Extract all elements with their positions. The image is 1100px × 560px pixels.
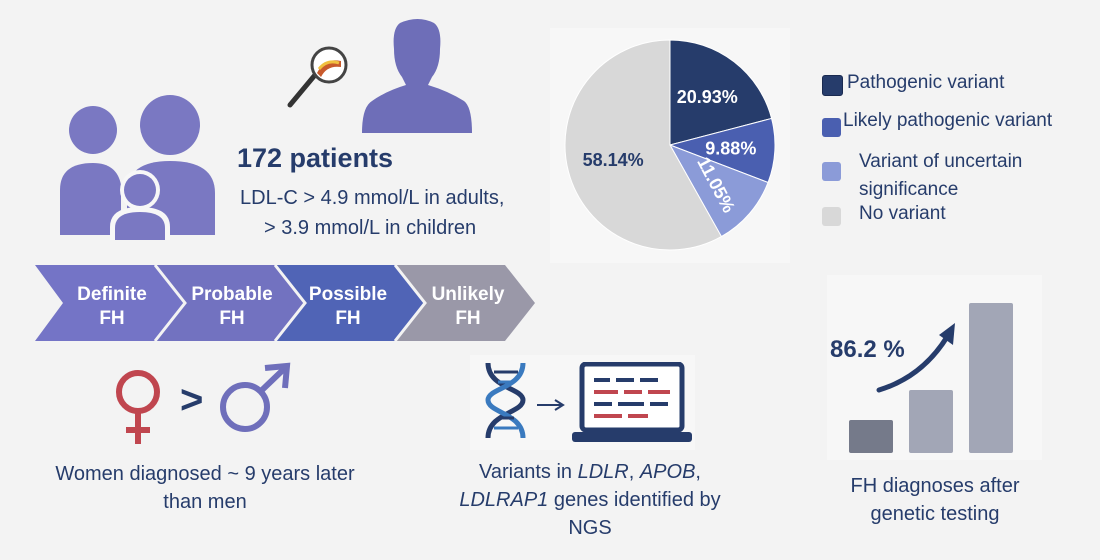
legend-swatch [822,162,841,181]
patient-icon [362,19,472,133]
pie-slice-0 [669,39,773,146]
bar-1 [909,390,953,453]
chevron-unlikely [395,265,535,341]
greater-than-symbol: > [180,378,204,422]
variant-pie-chart: 20.93%9.88%11.05%58.14% [564,39,776,251]
legend-swatch [822,75,843,96]
chevron-definite [35,265,185,341]
bar-caption: FH diagnoses after genetic testing [850,475,1020,525]
pie-label-0: 20.93% [677,87,738,107]
chevron-possible [275,265,425,341]
sex-caption: Women diagnosed ~ 9 years later than men [55,463,355,513]
increase-arrow [876,334,950,393]
pie-label-1: 9.88% [705,138,756,158]
diagnosis-bar-chart [849,303,1013,453]
patient-count: 172 patients [237,143,394,173]
dna-icon [485,362,526,439]
category-chevrons [35,264,535,342]
pie-slice-3 [564,39,723,251]
category-definite: Definite FH [77,284,147,329]
category-probable: Probable FH [191,284,273,329]
bar-annotation: 86.2 % [830,336,905,363]
magnifier-icon [287,46,348,108]
pie-label-3: 58.14% [583,150,644,170]
increase-arrowhead [939,323,955,345]
bar-0 [849,420,893,453]
genetics-caption: Variants in LDLR, APOB, LDLRAP1 genes id… [459,461,721,539]
family-icon [60,95,215,240]
male-symbol-icon [220,362,291,432]
category-unlikely: Unlikely FH [431,284,505,329]
laptop-icon [572,362,692,442]
female-symbol-icon [116,370,160,444]
arrow-right-icon [537,399,565,411]
criteria-children: > 3.9 mmol/L in children [264,217,477,239]
criteria-adults: LDL-C > 4.9 mmol/L in adults, [240,187,505,209]
chevron-probable [155,265,305,341]
category-possible: Possible FH [308,284,388,329]
legend-swatch [822,118,841,137]
legend-swatch [822,207,841,226]
bar-2 [969,303,1013,453]
pie-slice-2 [668,144,769,238]
